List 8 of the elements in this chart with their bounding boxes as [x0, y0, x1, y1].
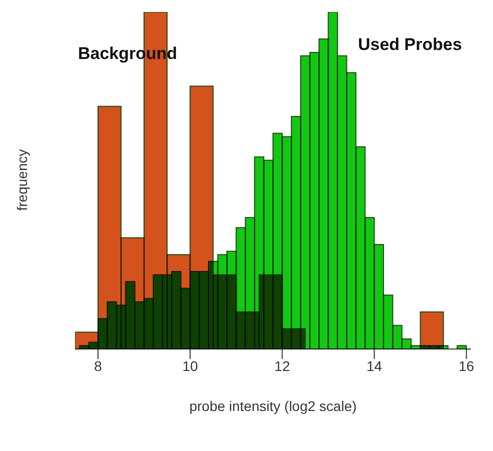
- x-axis-title: probe intensity (log2 scale): [189, 398, 357, 414]
- x-tick-label: 10: [182, 358, 198, 374]
- y-axis-title: frequency: [14, 149, 30, 211]
- x-tick-label: 12: [274, 358, 290, 374]
- x-tick-label: 8: [94, 358, 102, 374]
- x-tick-label: 14: [366, 358, 382, 374]
- series-label: Used Probes: [358, 35, 462, 55]
- x-tick-label: 16: [458, 358, 474, 374]
